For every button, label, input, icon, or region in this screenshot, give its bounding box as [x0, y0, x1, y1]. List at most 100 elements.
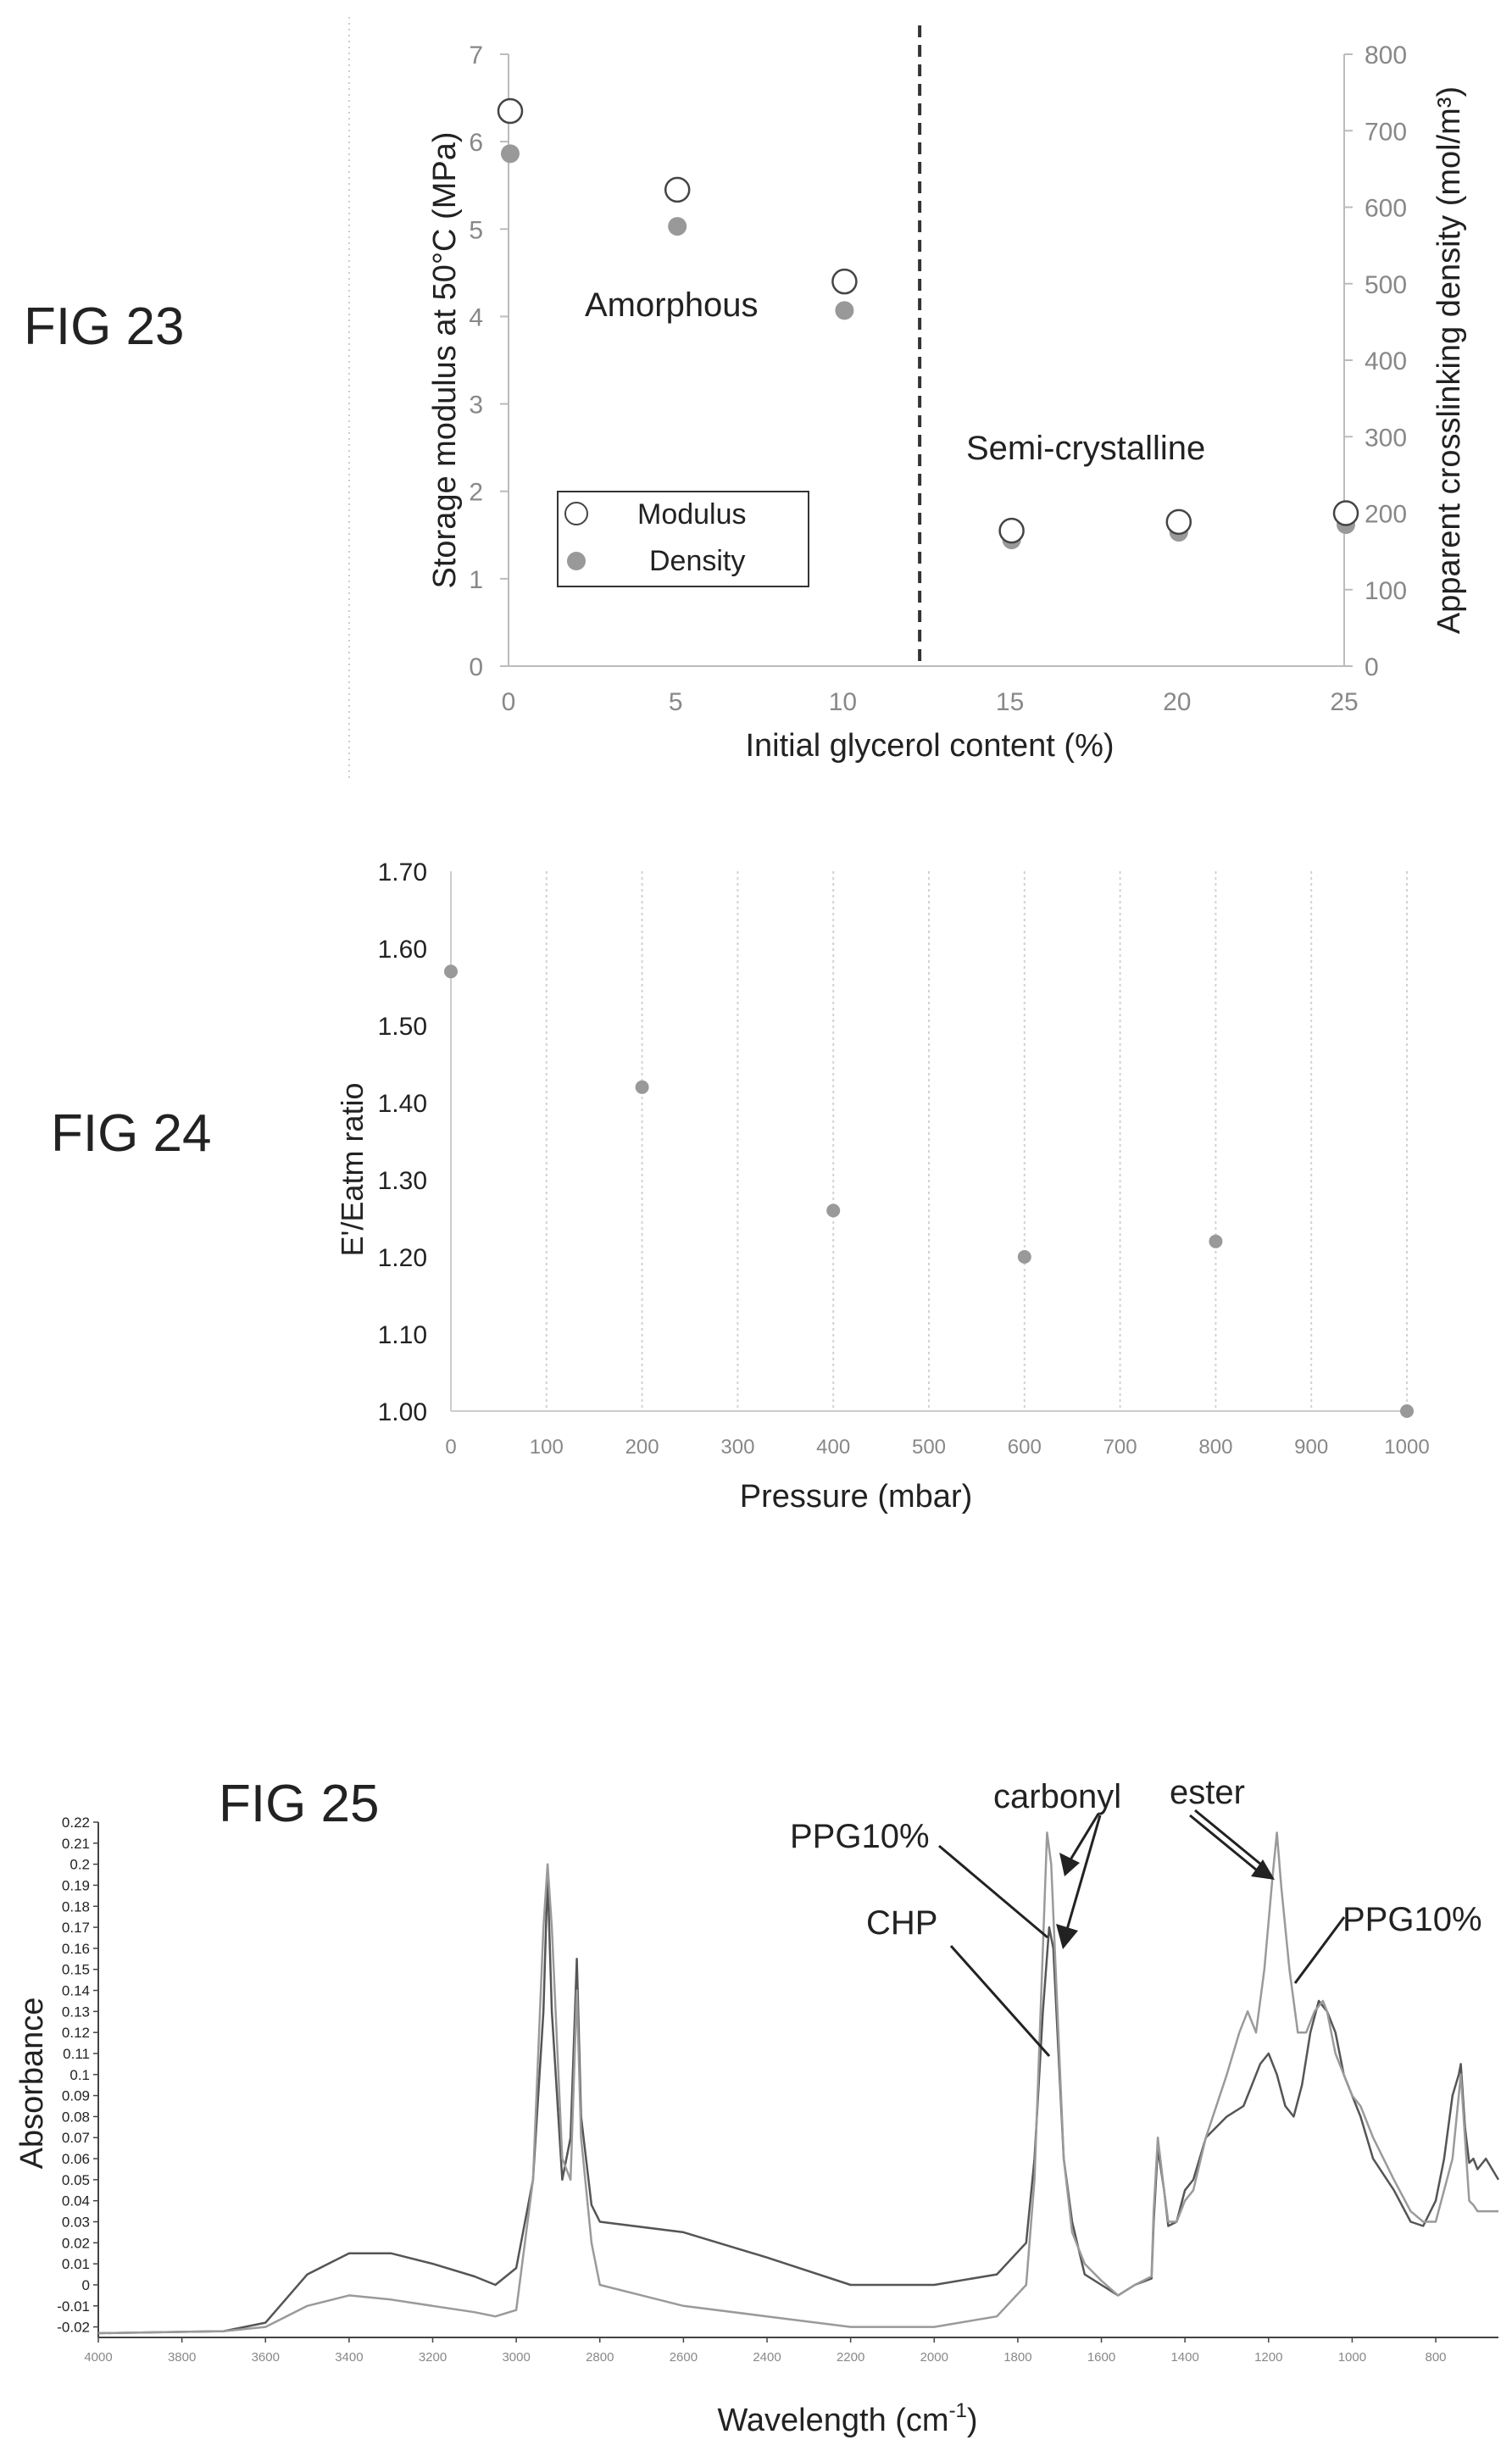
fig25-y-tick-label: 0.18	[62, 1898, 90, 1915]
fig24-point	[444, 964, 458, 979]
fig23-annotation-semicrystalline: Semi-crystalline	[966, 430, 1205, 467]
fig25-x-tick-label: 3000	[502, 2350, 530, 2365]
fig25-leader-ppg-carbonyl	[938, 1844, 1048, 1939]
fig23-y2-tick-label: 200	[1365, 501, 1407, 529]
fig25-label: FIG 25	[219, 1775, 380, 1833]
fig23-y2-tick-label: 600	[1365, 195, 1407, 223]
fig25-xlabel: Wavelength (cm-1)	[717, 2399, 977, 2438]
fig25-x-tick-label: 800	[1426, 2350, 1447, 2365]
fig23-modulus-point	[1332, 500, 1359, 526]
fig23-y-tick-label: 1	[469, 566, 483, 594]
fig25-y-tick-label: 0.1	[69, 2067, 90, 2083]
fig24-x-tick-label: 300	[720, 1436, 754, 1459]
fig24-y-tick-label: 1.40	[378, 1090, 427, 1118]
fig23-y-tick-label: 7	[469, 42, 483, 69]
fig25-series-ppg10-line	[97, 1831, 1498, 2335]
fig23-x-tick-label: 10	[829, 688, 857, 716]
fig24-y-tick-label: 1.30	[378, 1167, 427, 1195]
fig24-y-tick-label: 1.70	[378, 859, 427, 886]
fig23-legend: Modulus Density	[557, 491, 809, 587]
fig23-legend-modulus-label: Modulus	[637, 498, 747, 531]
fig23-label: FIG 23	[24, 297, 185, 356]
fig25-chart: -0.02 -0.01 0 0.01 0.02 0.03 0.04 0.05 0.06 0.07 0…	[14, 1774, 1500, 2438]
fig23-modulus-point	[664, 176, 691, 203]
fig25-annotation-carbonyl: carbonyl	[993, 1778, 1121, 1815]
fig24-x-tick-label: 900	[1294, 1436, 1328, 1459]
fig23-ylabel: Storage modulus at 50°C (MPa)	[427, 132, 463, 589]
fig25-y-tick-label: 0	[82, 2277, 90, 2293]
fig24-point	[1400, 1404, 1414, 1418]
fig24-x-tick-label: 1000	[1384, 1436, 1429, 1459]
fig25-y-tick-label: 0.02	[62, 2235, 90, 2251]
fig23-y2-tick-label: 100	[1365, 577, 1407, 605]
fig24-point	[1017, 1250, 1031, 1264]
fig23-legend-density-label: Density	[649, 545, 745, 577]
fig24-y-tick-label: 1.20	[378, 1244, 427, 1272]
fig25-y-tick-label: 0.17	[62, 1920, 90, 1936]
fig25-x-tick-label: 1800	[1003, 2350, 1031, 2365]
fig25-arrowhead-carbonyl-1	[1059, 1853, 1080, 1876]
fig23-modulus-point	[497, 97, 524, 125]
fig23-modulus-point	[998, 517, 1025, 544]
fig23-x-tick-label: 0	[502, 688, 516, 716]
fig24-x-tick-label: 100	[530, 1436, 564, 1459]
fig25-arrowhead-ester	[1251, 1859, 1275, 1880]
fig25-x-tick-label: 3200	[419, 2350, 447, 2365]
fig25-x-tick-label: 1000	[1338, 2350, 1366, 2365]
fig25-y-tick-label: 0.2	[69, 1857, 90, 1873]
fig25-xlabel-end: )	[967, 2403, 978, 2438]
fig23-y2-tick-label: 300	[1365, 424, 1407, 452]
fig24-ylabel: E'/Eatm ratio	[335, 1083, 370, 1257]
fig25-y-tick-label: 0.05	[62, 2172, 90, 2188]
fig25-arrowhead-carbonyl-2	[1056, 1924, 1078, 1949]
fig25-x-tick-label: 2000	[920, 2350, 948, 2365]
fig23-x-tick-label: 25	[1330, 688, 1358, 716]
fig25-x-tick-label: 3600	[252, 2350, 280, 2365]
fig25-x-tick-label: 2200	[837, 2350, 864, 2365]
fig25-xlabel-sup: -1	[949, 2399, 967, 2422]
fig25-x-tick-label: 3800	[168, 2350, 196, 2365]
fig23-y-tick-label: 5	[469, 216, 483, 244]
fig23-y-tick-label: 6	[469, 129, 483, 157]
fig23-y2-tick-label: 400	[1365, 347, 1407, 375]
fig24-x-tick-label: 800	[1198, 1436, 1232, 1459]
fig24-label: FIG 24	[51, 1104, 212, 1163]
fig23-annotation-amorphous: Amorphous	[585, 286, 759, 324]
fig24-x-tick-label: 600	[1008, 1436, 1042, 1459]
fig23-x-tick-label: 15	[996, 688, 1024, 716]
fig23-legend-modulus-marker	[564, 502, 588, 525]
fig23-y2label: Apparent crosslinking density (mol/m³)	[1431, 86, 1467, 634]
fig23-y-tick-label: 0	[469, 653, 483, 681]
fig25-x-tick-label: 2400	[753, 2350, 781, 2365]
fig24-x-tick-label: 700	[1103, 1436, 1137, 1459]
fig24-chart: 1.00 1.10 1.20 1.30 1.40 1.50 1.60 1.70 0 100 200…	[335, 859, 1430, 1515]
fig25-y-tick-label: 0.16	[62, 1941, 90, 1957]
fig23-density-point	[501, 144, 520, 164]
fig23-legend-box	[557, 491, 809, 587]
fig25-y-tick-label: 0.03	[62, 2215, 90, 2231]
fig23-y-tick-label: 3	[469, 392, 483, 420]
fig25-x-tick-label: 4000	[84, 2350, 112, 2365]
fig24-x-tick-label: 200	[625, 1436, 659, 1459]
fig24-x-tick-label: 0	[445, 1436, 456, 1459]
fig23-y2-tick-label: 700	[1365, 118, 1407, 146]
fig25-y-tick-label: 0.19	[62, 1877, 90, 1893]
fig25-leader-ppg-ester	[1293, 1916, 1346, 1984]
fig23-density-point	[835, 301, 854, 320]
fig25-y-tick-label: 0.14	[62, 1983, 90, 1999]
fig23-chart: 0 1 2 3 4 5 6 7 0 100 200 300 400 500 600 700 800 0 5 10 1…	[348, 17, 1467, 778]
fig25-annotation-ppg-ester: PPG10%	[1342, 1901, 1482, 1938]
fig25-y-tick-label: 0.21	[62, 1836, 90, 1852]
fig25-x-tick-label: 1600	[1087, 2350, 1115, 2365]
fig25-y-tick-label: 0.09	[62, 2088, 90, 2104]
fig23-legend-density-marker	[567, 552, 586, 570]
fig25-y-tick-label: -0.01	[57, 2298, 90, 2315]
fig23-y2-tick-label: 800	[1365, 42, 1407, 69]
fig25-series-chp-line	[97, 1873, 1500, 2335]
fig23-modulus-point	[1165, 509, 1192, 536]
fig25-y-tick-label: 0.11	[63, 2046, 90, 2062]
fig23-modulus-point	[831, 268, 858, 295]
fig25-y-tick-label: 0.06	[62, 2151, 90, 2167]
fig23-y2-tick-label: 0	[1365, 653, 1379, 681]
fig24-x-tick-label: 500	[912, 1436, 946, 1459]
